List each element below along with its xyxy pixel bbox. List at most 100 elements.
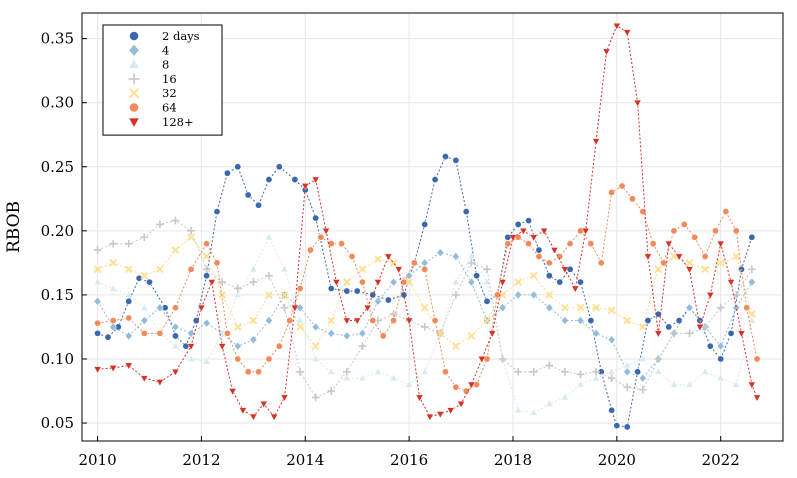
data-point	[255, 201, 263, 209]
data-point	[259, 401, 268, 409]
legend-label: 16	[162, 72, 177, 86]
data-point	[540, 228, 548, 236]
data-point	[696, 324, 704, 332]
data-point	[638, 385, 647, 394]
data-point	[535, 246, 543, 254]
data-point	[389, 277, 398, 287]
data-point	[545, 399, 554, 407]
data-point	[93, 296, 102, 306]
data-point	[296, 285, 304, 293]
data-point	[716, 259, 725, 267]
data-point	[125, 314, 133, 322]
data-point	[233, 284, 242, 293]
data-point	[664, 240, 673, 248]
series-line	[97, 155, 753, 428]
data-point	[654, 367, 663, 375]
data-point	[140, 316, 149, 325]
data-point	[483, 277, 491, 285]
legend-marker	[128, 44, 140, 57]
data-point	[156, 329, 164, 337]
data-point	[420, 303, 429, 312]
legend-label: 2 days	[162, 29, 200, 43]
data-point	[623, 316, 632, 325]
data-point	[218, 278, 227, 286]
data-point	[239, 407, 247, 415]
data-point	[171, 246, 180, 254]
data-point	[566, 240, 574, 248]
data-point	[452, 383, 460, 391]
data-point	[213, 208, 221, 216]
legend-label: 32	[162, 86, 177, 100]
data-point	[644, 317, 652, 325]
plot-frame	[81, 12, 784, 442]
data-point	[727, 329, 735, 337]
data-point	[311, 342, 320, 351]
data-point	[654, 355, 663, 363]
data-point	[441, 368, 449, 376]
y-tick-label: 0.35	[41, 30, 74, 48]
data-point	[685, 329, 694, 338]
data-point	[711, 227, 719, 235]
data-point	[156, 220, 164, 229]
data-point	[94, 329, 102, 337]
data-point	[670, 380, 678, 388]
x-tick-label: 2010	[78, 451, 116, 469]
data-point	[628, 195, 636, 203]
data-point	[613, 422, 621, 430]
data-point	[483, 265, 491, 274]
y-tick-label: 0.20	[41, 222, 74, 240]
data-point	[638, 323, 647, 331]
data-point	[701, 367, 709, 375]
data-point	[187, 233, 195, 242]
data-point	[732, 303, 741, 313]
data-point	[405, 380, 413, 388]
data-point	[716, 240, 725, 248]
data-point	[296, 316, 304, 324]
data-point	[483, 297, 491, 305]
data-point	[592, 373, 600, 381]
data-point	[171, 369, 180, 377]
data-point	[343, 287, 351, 295]
data-point	[509, 234, 517, 242]
data-point	[301, 183, 310, 191]
data-point	[716, 303, 725, 312]
data-point	[529, 290, 538, 300]
data-point	[592, 367, 600, 376]
data-point	[109, 365, 118, 373]
data-point	[322, 228, 330, 236]
data-point	[342, 373, 351, 381]
data-point	[420, 258, 429, 268]
data-point	[675, 253, 684, 261]
data-point	[249, 316, 258, 325]
data-point	[202, 318, 211, 328]
data-point	[187, 328, 195, 338]
series-32	[93, 233, 756, 351]
data-point	[452, 156, 460, 164]
data-point	[452, 277, 460, 285]
data-point	[561, 266, 569, 274]
data-point	[249, 278, 258, 286]
data-point	[452, 252, 460, 261]
data-point	[389, 310, 398, 318]
data-point	[187, 227, 195, 235]
data-point	[623, 423, 631, 431]
data-point	[545, 291, 554, 299]
data-point	[327, 387, 336, 395]
data-point	[623, 367, 632, 377]
x-tick-label: 2016	[390, 451, 428, 469]
data-point	[592, 303, 600, 312]
data-point	[280, 394, 289, 402]
data-point	[561, 393, 569, 401]
data-point	[233, 341, 242, 351]
data-point	[369, 317, 377, 325]
y-tick-label: 0.10	[41, 350, 74, 368]
data-point	[234, 355, 242, 363]
data-point	[441, 153, 449, 161]
data-point	[670, 227, 678, 235]
data-point	[358, 328, 367, 338]
data-point	[716, 341, 725, 351]
data-point	[389, 373, 398, 381]
data-point	[379, 332, 387, 340]
data-point	[498, 355, 507, 363]
